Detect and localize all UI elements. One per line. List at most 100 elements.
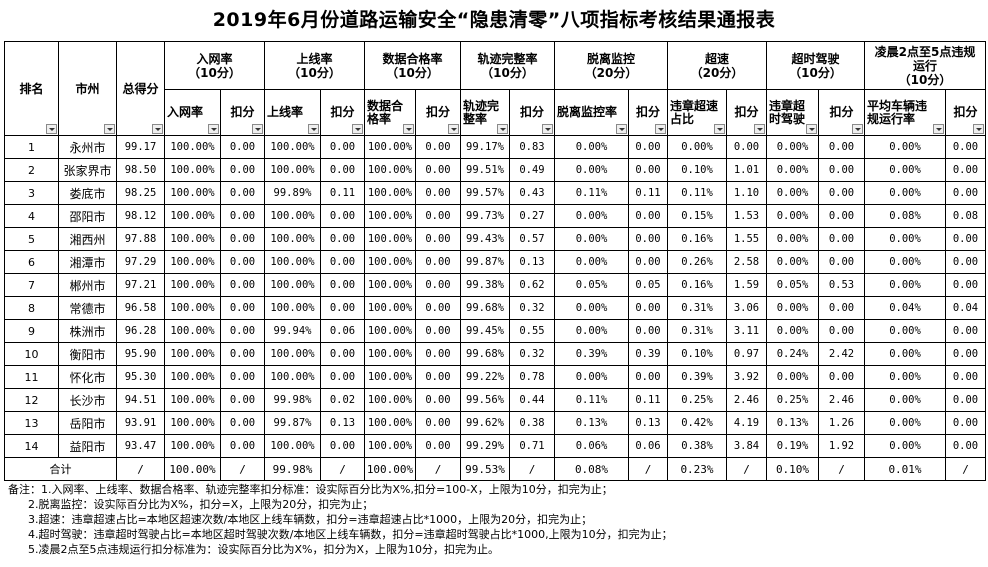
value-cell[interactable]: 0.02 — [320, 388, 365, 412]
value-cell[interactable]: 2.42 — [818, 342, 865, 366]
value-cell[interactable]: 0.00 — [415, 365, 461, 389]
value-cell[interactable]: 0.00 — [818, 204, 865, 228]
value-cell[interactable]: 0.00 — [220, 388, 265, 412]
value-cell[interactable]: 0.00 — [220, 273, 265, 297]
value-cell[interactable]: 0.00 — [220, 181, 265, 205]
value-cell[interactable]: 0.00 — [945, 250, 986, 274]
value-cell[interactable]: 0.08% — [864, 204, 946, 228]
total-cell[interactable]: 0.10% — [766, 457, 819, 481]
value-cell[interactable]: 0.00 — [220, 296, 265, 320]
value-cell[interactable]: 0.06% — [554, 434, 629, 458]
rank-cell[interactable]: 9 — [4, 319, 59, 343]
filter-dropdown-icon[interactable] — [714, 124, 725, 134]
filter-dropdown-icon[interactable] — [448, 124, 459, 134]
value-cell[interactable]: 100.00% — [364, 434, 416, 458]
value-cell[interactable]: 0.00 — [415, 250, 461, 274]
value-cell[interactable]: 94.51 — [116, 388, 165, 412]
city-cell[interactable]: 岳阳市 — [58, 411, 117, 435]
value-cell[interactable]: 99.43% — [460, 227, 510, 251]
value-cell[interactable]: 0.00 — [818, 158, 865, 182]
filter-dropdown-icon[interactable] — [403, 124, 414, 134]
value-cell[interactable]: 2.58 — [726, 250, 767, 274]
value-cell[interactable]: 100.00% — [364, 204, 416, 228]
value-cell[interactable]: 1.92 — [818, 434, 865, 458]
value-cell[interactable]: 0.31% — [667, 319, 727, 343]
value-cell[interactable]: 99.87% — [264, 411, 321, 435]
city-cell[interactable]: 娄底市 — [58, 181, 117, 205]
total-cell[interactable]: 100.00% — [364, 457, 416, 481]
value-cell[interactable]: 100.00% — [164, 411, 221, 435]
value-cell[interactable]: 0.00% — [766, 204, 819, 228]
value-cell[interactable]: 0.00% — [766, 135, 819, 159]
value-cell[interactable]: 0.44 — [509, 388, 555, 412]
total-cell[interactable]: 99.53% — [460, 457, 510, 481]
value-cell[interactable]: 0.10% — [667, 342, 727, 366]
value-cell[interactable]: 0.00% — [554, 250, 629, 274]
value-cell[interactable]: 99.29% — [460, 434, 510, 458]
total-cell[interactable]: / — [628, 457, 668, 481]
filter-dropdown-icon[interactable] — [542, 124, 553, 134]
value-cell[interactable]: 0.05% — [554, 273, 629, 297]
value-cell[interactable]: 0.31% — [667, 296, 727, 320]
value-cell[interactable]: 98.25 — [116, 181, 165, 205]
value-cell[interactable]: 0.05% — [766, 273, 819, 297]
total-cell[interactable]: 0.08% — [554, 457, 629, 481]
value-cell[interactable]: 0.00 — [628, 135, 668, 159]
value-cell[interactable]: 3.92 — [726, 365, 767, 389]
total-label[interactable]: 合计 — [4, 457, 117, 481]
total-cell[interactable]: / — [220, 457, 265, 481]
value-cell[interactable]: 0.00 — [320, 250, 365, 274]
value-cell[interactable]: 96.28 — [116, 319, 165, 343]
value-cell[interactable]: 0.00 — [220, 227, 265, 251]
value-cell[interactable]: 99.68% — [460, 342, 510, 366]
value-cell[interactable]: 0.16% — [667, 227, 727, 251]
city-cell[interactable]: 怀化市 — [58, 365, 117, 389]
value-cell[interactable]: 0.00 — [320, 158, 365, 182]
value-cell[interactable]: 0.39 — [628, 342, 668, 366]
value-cell[interactable]: 99.94% — [264, 319, 321, 343]
rank-cell[interactable]: 4 — [4, 204, 59, 228]
value-cell[interactable]: 0.00% — [554, 135, 629, 159]
value-cell[interactable]: 0.00 — [320, 365, 365, 389]
total-cell[interactable]: / — [818, 457, 865, 481]
value-cell[interactable]: 0.42% — [667, 411, 727, 435]
value-cell[interactable]: 0.08 — [945, 204, 986, 228]
value-cell[interactable]: 0.04% — [864, 296, 946, 320]
value-cell[interactable]: 0.00% — [864, 273, 946, 297]
value-cell[interactable]: 100.00% — [164, 181, 221, 205]
rank-cell[interactable]: 14 — [4, 434, 59, 458]
value-cell[interactable]: 0.00% — [864, 319, 946, 343]
rank-cell[interactable]: 6 — [4, 250, 59, 274]
filter-dropdown-icon[interactable] — [46, 124, 57, 134]
value-cell[interactable]: 0.00 — [220, 411, 265, 435]
value-cell[interactable]: 0.13% — [766, 411, 819, 435]
value-cell[interactable]: 100.00% — [364, 135, 416, 159]
value-cell[interactable]: 0.00 — [945, 434, 986, 458]
total-cell[interactable]: 0.23% — [667, 457, 727, 481]
value-cell[interactable]: 99.98% — [264, 388, 321, 412]
value-cell[interactable]: 0.00% — [864, 342, 946, 366]
value-cell[interactable]: 0.00 — [818, 319, 865, 343]
city-cell[interactable]: 益阳市 — [58, 434, 117, 458]
value-cell[interactable]: 0.78 — [509, 365, 555, 389]
value-cell[interactable]: 100.00% — [164, 319, 221, 343]
value-cell[interactable]: 0.00 — [415, 388, 461, 412]
rank-cell[interactable]: 11 — [4, 365, 59, 389]
value-cell[interactable]: 0.00 — [220, 365, 265, 389]
value-cell[interactable]: 97.21 — [116, 273, 165, 297]
value-cell[interactable]: 0.00 — [415, 273, 461, 297]
value-cell[interactable]: 100.00% — [164, 388, 221, 412]
value-cell[interactable]: 0.00 — [726, 135, 767, 159]
value-cell[interactable]: 100.00% — [364, 296, 416, 320]
value-cell[interactable]: 1.55 — [726, 227, 767, 251]
value-cell[interactable]: 0.13% — [554, 411, 629, 435]
filter-dropdown-icon[interactable] — [308, 124, 319, 134]
rank-cell[interactable]: 8 — [4, 296, 59, 320]
value-cell[interactable]: 0.00 — [818, 250, 865, 274]
value-cell[interactable]: 0.00% — [864, 388, 946, 412]
value-cell[interactable]: 3.11 — [726, 319, 767, 343]
city-cell[interactable]: 株洲市 — [58, 319, 117, 343]
value-cell[interactable]: 0.00% — [554, 365, 629, 389]
value-cell[interactable]: 0.13 — [320, 411, 365, 435]
value-cell[interactable]: 0.00 — [628, 158, 668, 182]
